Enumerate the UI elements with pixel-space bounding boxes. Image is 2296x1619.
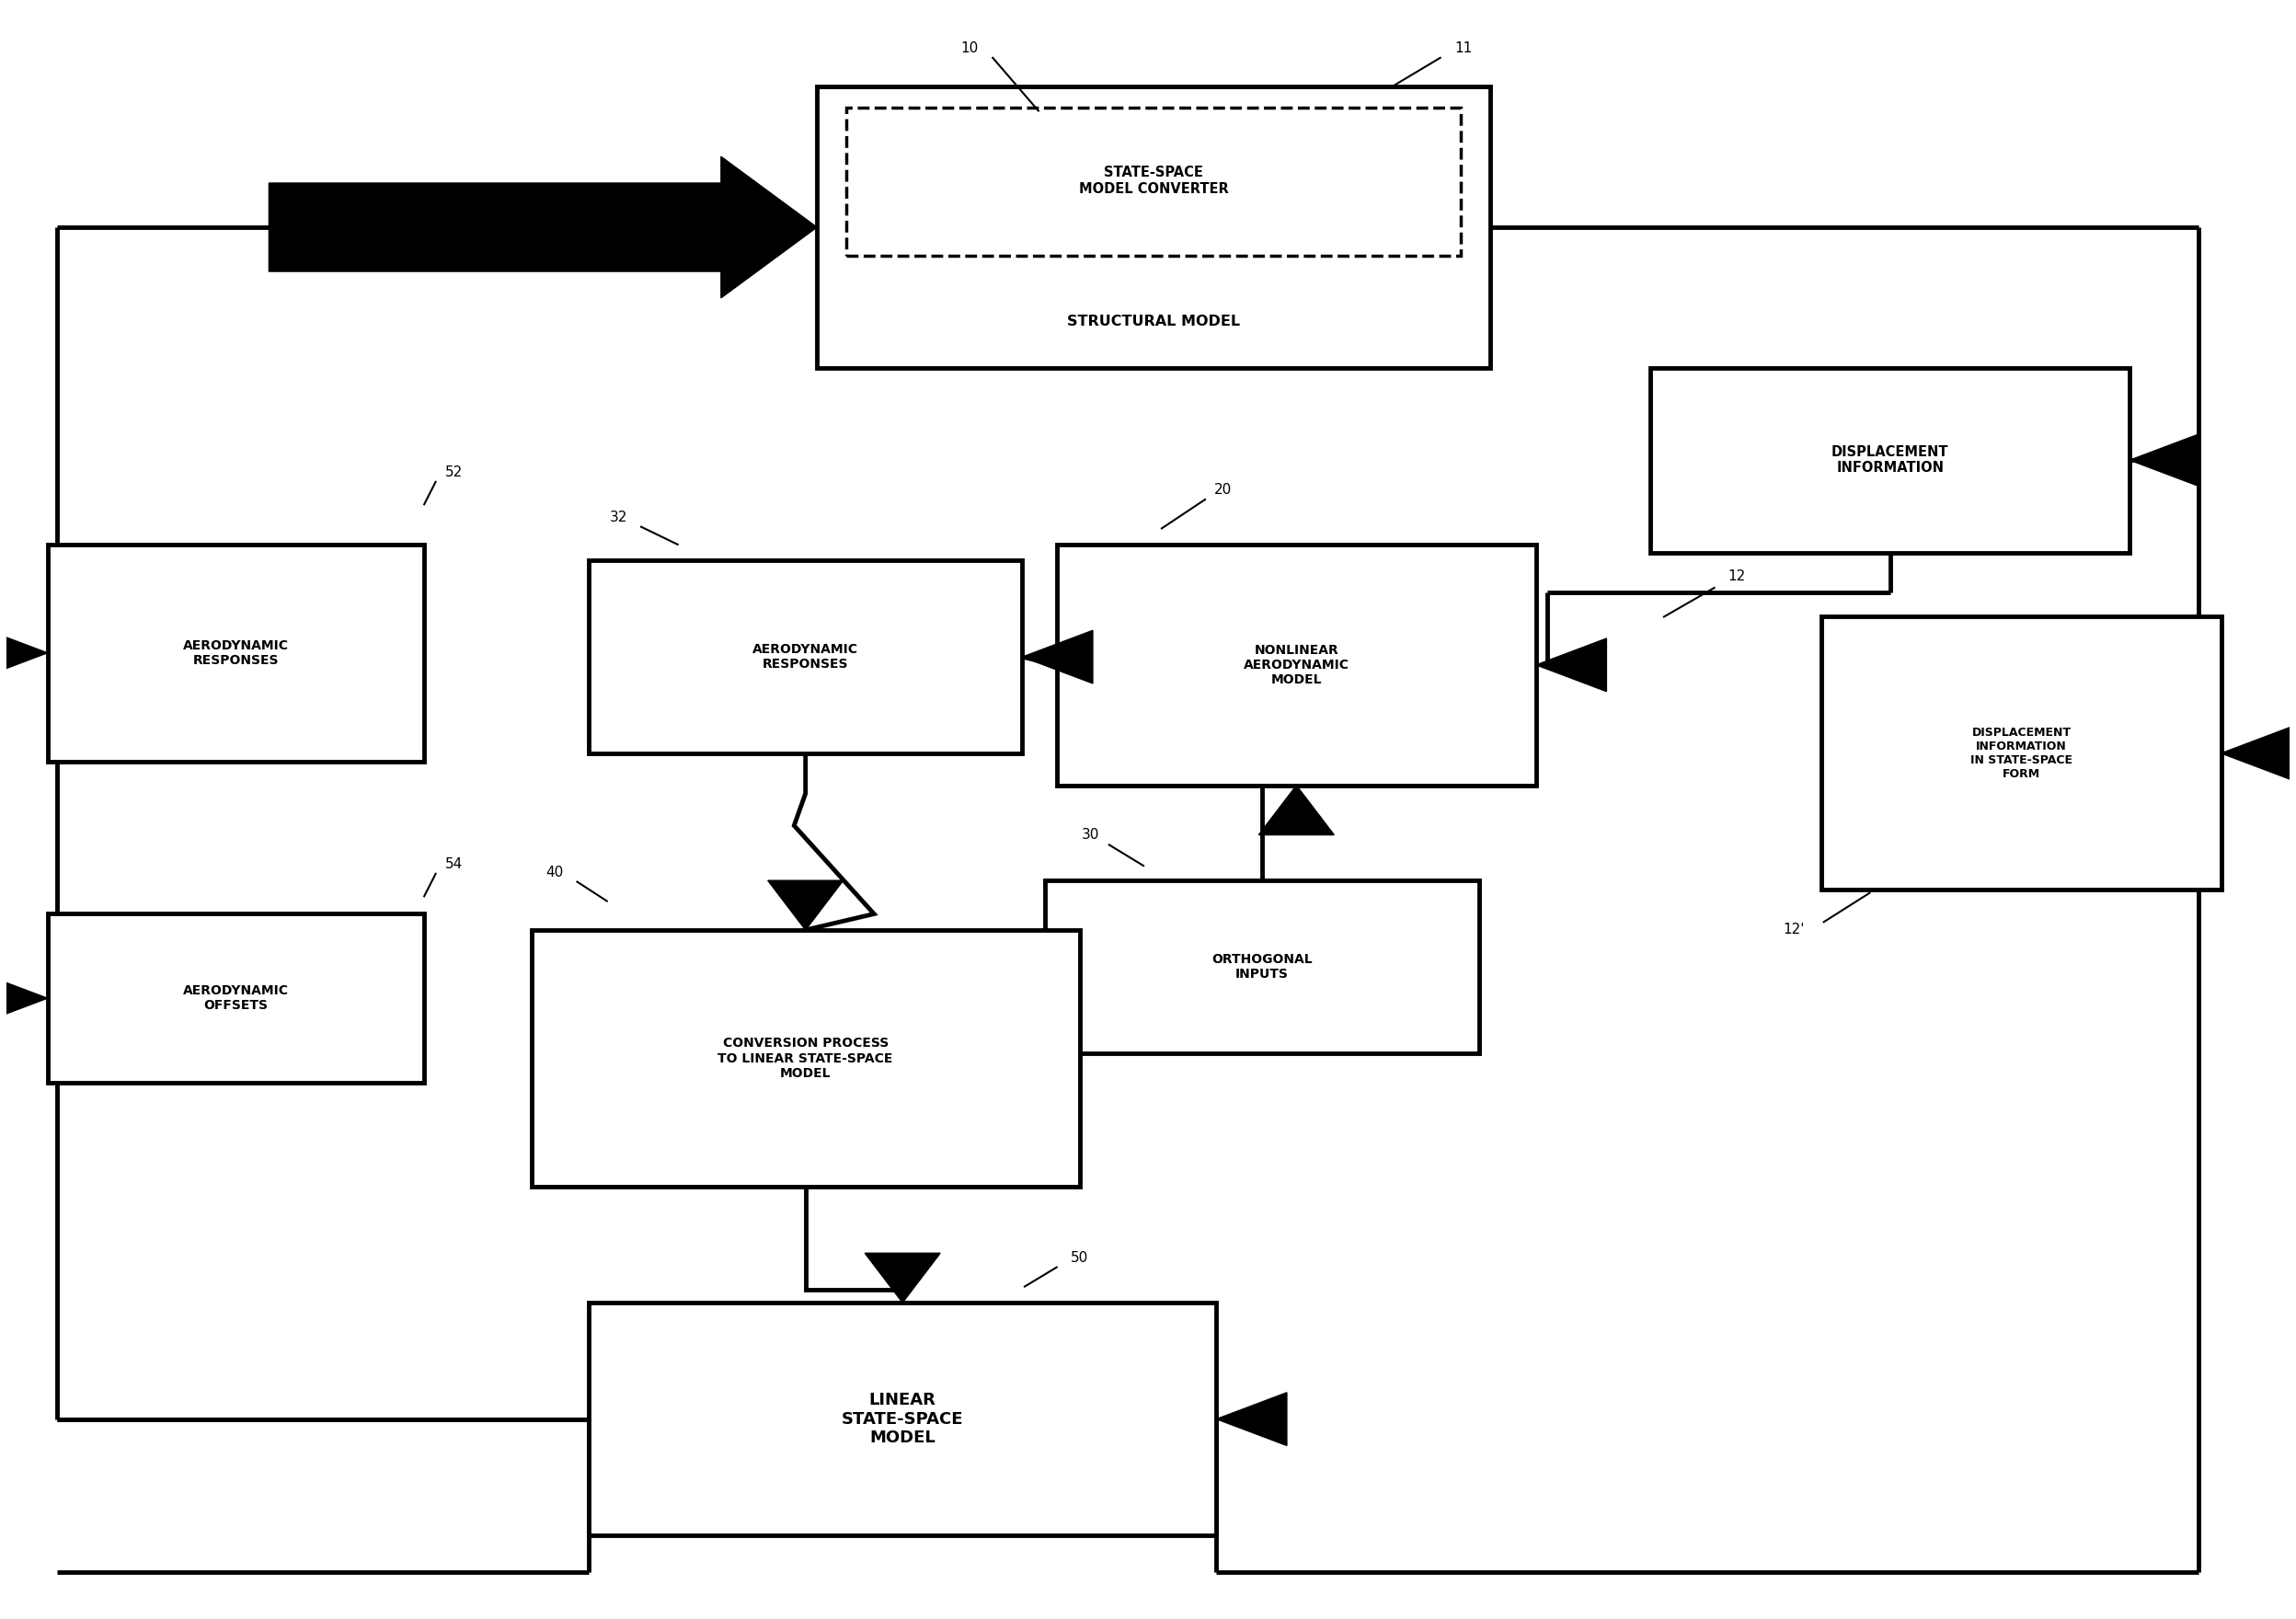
Text: AERODYNAMIC
OFFSETS: AERODYNAMIC OFFSETS [184, 984, 289, 1012]
Bar [1056, 544, 1536, 785]
Text: ORTHOGONAL
INPUTS: ORTHOGONAL INPUTS [1212, 954, 1313, 981]
Text: AERODYNAMIC
RESPONSES: AERODYNAMIC RESPONSES [184, 640, 289, 667]
Bar [1651, 368, 2131, 552]
Text: LINEAR
STATE-SPACE
MODEL: LINEAR STATE-SPACE MODEL [843, 1392, 964, 1446]
Bar [533, 929, 1079, 1187]
Bar [1045, 881, 1479, 1054]
Text: 20: 20 [1215, 482, 1233, 497]
Polygon shape [2131, 434, 2200, 487]
Text: 11: 11 [1453, 40, 1472, 55]
Text: NONLINEAR
AERODYNAMIC
MODEL: NONLINEAR AERODYNAMIC MODEL [1244, 644, 1350, 686]
Text: 30: 30 [1081, 829, 1100, 842]
Bar [847, 108, 1460, 256]
Text: 50: 50 [1070, 1251, 1088, 1264]
Polygon shape [1022, 630, 1093, 683]
Polygon shape [2220, 727, 2291, 780]
Polygon shape [1217, 1392, 1286, 1446]
Polygon shape [0, 971, 48, 1025]
Bar [1821, 617, 2220, 890]
Bar [588, 1303, 1217, 1535]
Text: 12': 12' [1784, 923, 1805, 937]
Text: DISPLACEMENT
INFORMATION: DISPLACEMENT INFORMATION [1832, 445, 1949, 474]
Bar [817, 87, 1490, 368]
Text: 40: 40 [546, 865, 563, 879]
Text: STRUCTURAL MODEL: STRUCTURAL MODEL [1068, 314, 1240, 329]
Polygon shape [0, 627, 48, 680]
Text: 32: 32 [608, 510, 627, 525]
Polygon shape [1536, 638, 1607, 691]
Text: STATE-SPACE
MODEL CONVERTER: STATE-SPACE MODEL CONVERTER [1079, 167, 1228, 196]
Polygon shape [767, 881, 843, 929]
Text: 12: 12 [1729, 570, 1745, 583]
Text: 52: 52 [445, 465, 464, 479]
Polygon shape [1258, 785, 1334, 835]
Bar [48, 913, 425, 1083]
Bar [48, 544, 425, 761]
Text: AERODYNAMIC
RESPONSES: AERODYNAMIC RESPONSES [753, 643, 859, 670]
Text: DISPLACEMENT
INFORMATION
IN STATE-SPACE
FORM: DISPLACEMENT INFORMATION IN STATE-SPACE … [1970, 727, 2073, 780]
Bar [588, 560, 1022, 753]
Text: 54: 54 [445, 856, 464, 871]
Text: CONVERSION PROCESS
TO LINEAR STATE-SPACE
MODEL: CONVERSION PROCESS TO LINEAR STATE-SPACE… [719, 1038, 893, 1080]
Polygon shape [866, 1253, 941, 1303]
Text: 10: 10 [962, 40, 978, 55]
Polygon shape [269, 157, 817, 298]
